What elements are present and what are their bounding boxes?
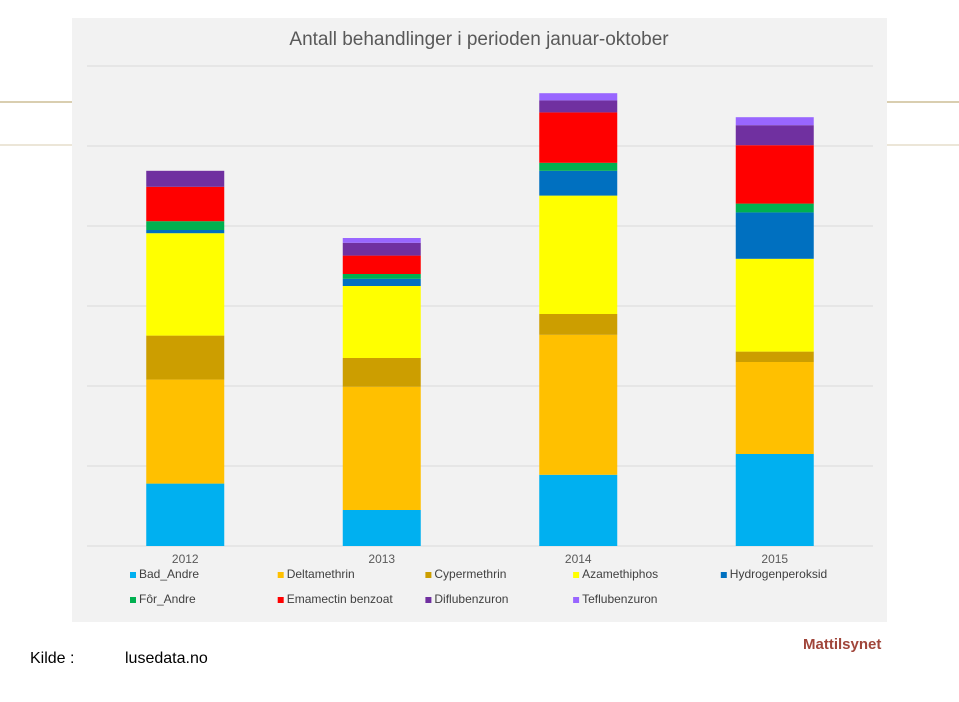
legend-label: Emamectin benzoat: [287, 592, 394, 606]
legend-swatch: [277, 597, 284, 603]
bar-segment: [539, 100, 618, 113]
bar-segment: [539, 162, 618, 171]
legend-swatch: [277, 572, 284, 578]
bar-segment: [735, 212, 814, 259]
bar-segment: [342, 386, 421, 510]
source: lusedata.no: [125, 650, 208, 667]
bar-segment: [342, 510, 421, 546]
bar-segment: [342, 242, 421, 256]
legend-label: Hydrogenperoksid: [730, 567, 827, 581]
bar-segment: [146, 186, 225, 222]
x-tick-label: 2012: [172, 552, 199, 566]
legend-swatch: [573, 572, 580, 578]
legend-label: Bad_Andre: [139, 567, 199, 581]
legend-swatch: [573, 597, 580, 603]
bar-segment: [342, 358, 421, 387]
bar-segment: [539, 112, 618, 163]
legend-swatch: [425, 597, 432, 603]
legend-label: Azamethiphos: [582, 567, 658, 581]
bar-segment: [342, 274, 421, 279]
legend-swatch: [425, 572, 432, 578]
bar-segment: [146, 335, 225, 380]
bar-segment: [146, 170, 225, 187]
legend-label: Deltamethrin: [287, 567, 355, 581]
bar-segment: [735, 351, 814, 362]
bar-segment: [539, 170, 618, 196]
legend-swatch: [720, 572, 727, 578]
bar-segment: [146, 233, 225, 336]
bar-segment: [146, 230, 225, 234]
bar-segment: [342, 238, 421, 243]
bar-segment: [539, 474, 618, 546]
legend-label: Cypermethrin: [434, 567, 506, 581]
bar-segment: [539, 93, 618, 101]
bar-segment: [146, 483, 225, 546]
bar-segment: [735, 117, 814, 126]
x-tick-label: 2013: [368, 552, 395, 566]
bar-segment: [146, 221, 225, 230]
legend-swatch: [130, 597, 136, 603]
bar-segment: [735, 145, 814, 204]
bar-segment: [735, 362, 814, 454]
legend-label: Teflubenzuron: [582, 592, 657, 606]
bar-segment: [539, 195, 618, 314]
logo: Mattilsynet: [803, 636, 882, 653]
legend-label: Diflubenzuron: [434, 592, 508, 606]
bar-segment: [342, 286, 421, 358]
bar-segment: [735, 203, 814, 213]
source-label: Kilde :: [30, 650, 75, 667]
bar-segment: [735, 125, 814, 146]
chart-title: Antall behandlinger i perioden januar-ok…: [289, 29, 669, 50]
legend-swatch: [130, 572, 136, 578]
x-tick-label: 2015: [761, 552, 788, 566]
bar-segment: [342, 278, 421, 286]
bar-segment: [539, 334, 618, 475]
bar-segment: [342, 255, 421, 274]
bar-segment: [146, 379, 225, 484]
legend-label: Fôr_Andre: [139, 592, 196, 606]
x-tick-label: 2014: [565, 552, 592, 566]
bar-segment: [735, 258, 814, 352]
bar-segment: [735, 454, 814, 546]
bar-segment: [539, 314, 618, 335]
